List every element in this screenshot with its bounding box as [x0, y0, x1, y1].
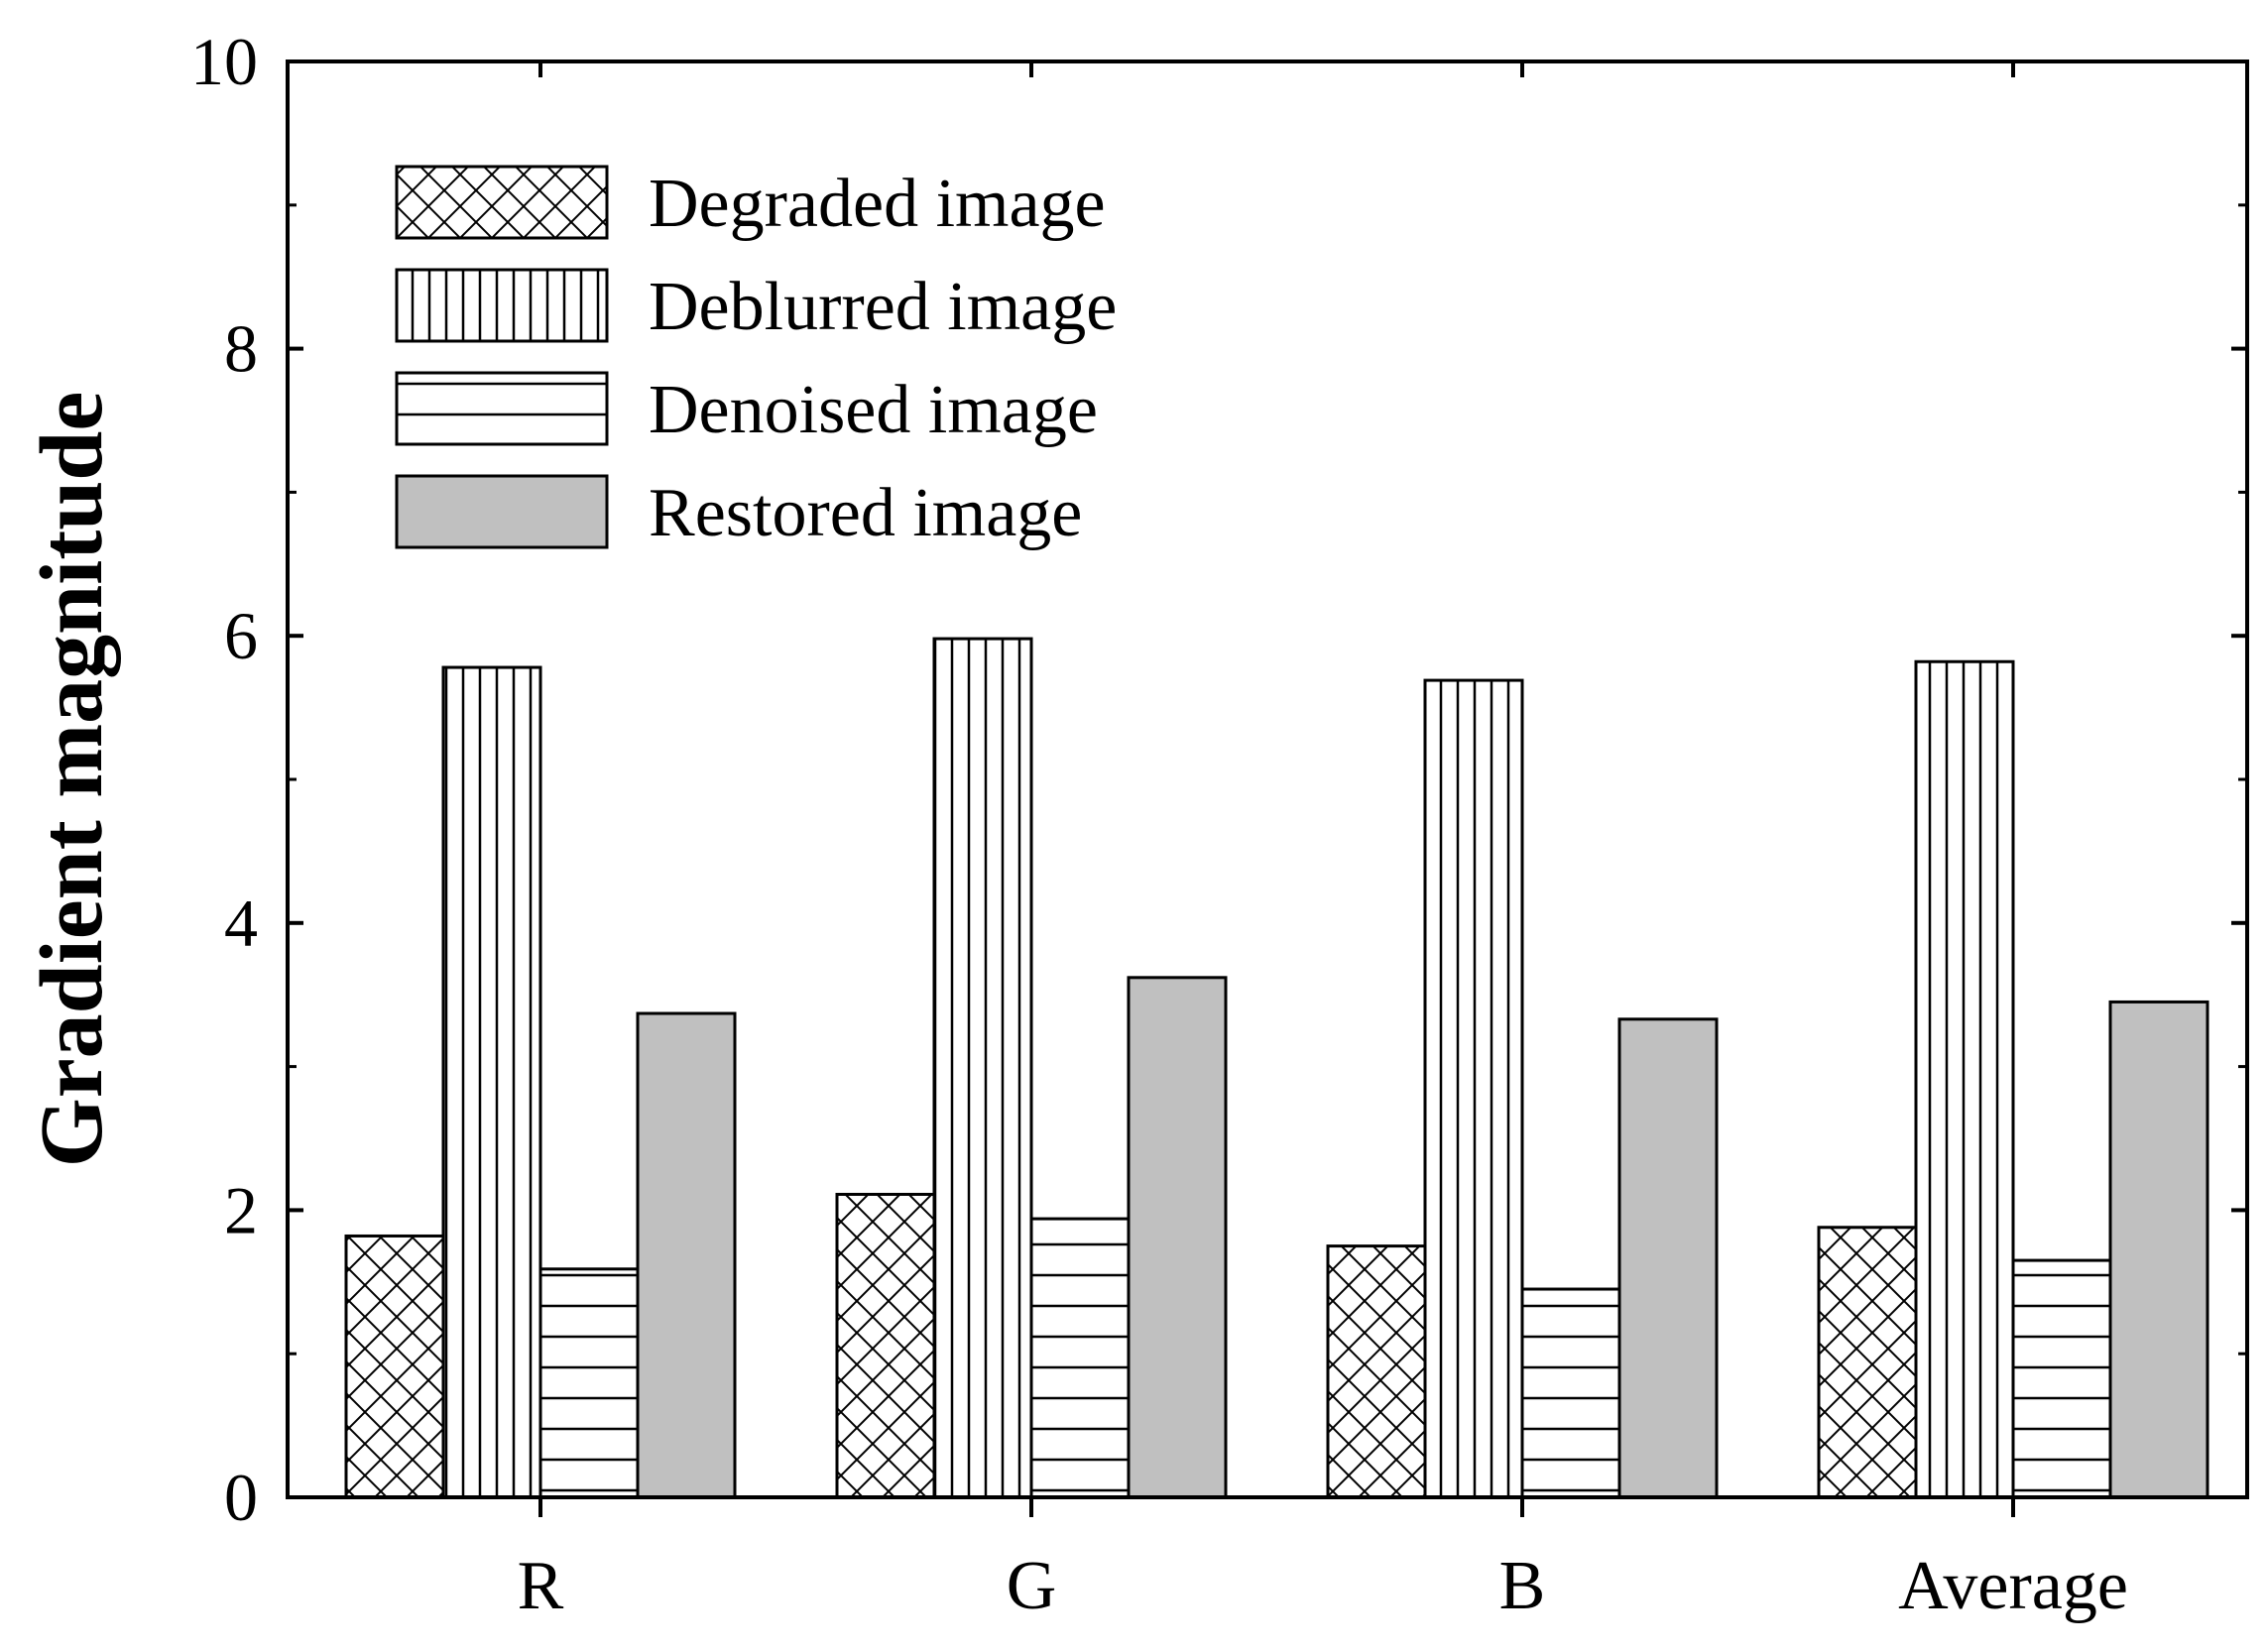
- legend-label: Denoised image: [649, 372, 1098, 448]
- legend-label: Degraded image: [649, 166, 1106, 242]
- y-tick-label: 10: [190, 24, 258, 99]
- legend-label: Restored image: [649, 475, 1082, 551]
- bar-solid-average: [2108, 1000, 2209, 1499]
- x-tick-label: Average: [1898, 1548, 2128, 1624]
- legend-label: Deblurred image: [649, 269, 1117, 345]
- bar-solid-g: [1127, 976, 1228, 1499]
- x-tick-label: G: [1007, 1548, 1057, 1624]
- bar-crosshatch-r: [344, 1234, 445, 1499]
- x-tick-label: R: [518, 1548, 564, 1624]
- y-tick-label: 0: [224, 1460, 258, 1535]
- x-tick-label: B: [1499, 1548, 1546, 1624]
- bar-horizontal-b: [1520, 1287, 1621, 1499]
- bar-crosshatch-g: [835, 1192, 936, 1499]
- bar-vertical-average: [1914, 659, 2015, 1499]
- legend-swatch-vertical: [395, 268, 609, 343]
- y-tick-label: 2: [224, 1172, 258, 1247]
- legend-swatch-crosshatch: [395, 165, 609, 240]
- y-axis-title: Gradient magnitude: [23, 392, 121, 1168]
- legend-swatch-horizontal: [395, 371, 609, 446]
- bar-solid-b: [1617, 1017, 1719, 1499]
- bar-horizontal-r: [538, 1267, 640, 1499]
- y-tick-label: 8: [224, 311, 258, 387]
- bar-crosshatch-average: [1817, 1226, 1918, 1499]
- bar-horizontal-average: [2011, 1258, 2112, 1499]
- bar-solid-r: [636, 1011, 737, 1499]
- bar-crosshatch-b: [1326, 1244, 1427, 1499]
- y-tick-label: 4: [224, 885, 258, 961]
- bar-vertical-b: [1423, 678, 1524, 1499]
- y-tick-label: 6: [224, 598, 258, 673]
- legend-swatch-solid: [395, 474, 609, 549]
- bar-vertical-r: [441, 665, 542, 1499]
- bar-horizontal-g: [1029, 1217, 1131, 1499]
- bar-vertical-g: [932, 637, 1033, 1499]
